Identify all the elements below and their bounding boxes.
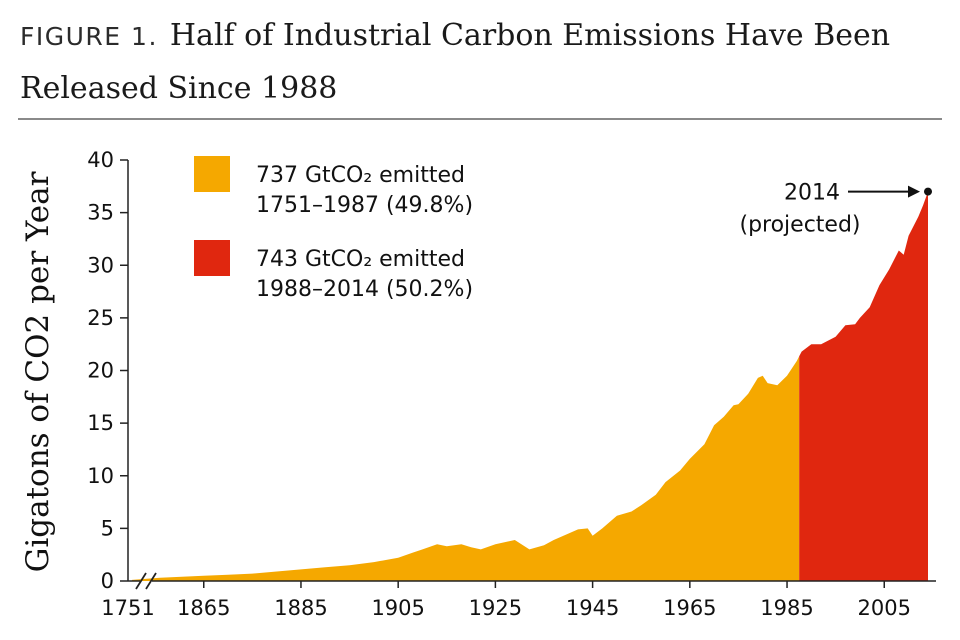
x-tick-label: 1885: [274, 596, 327, 620]
area-series-2: [799, 191, 928, 581]
title-divider: [18, 118, 942, 120]
y-ticks-group: 0 5 10 15 20 25 30 35 40: [87, 148, 128, 593]
area-series-group: [132, 191, 928, 581]
x-tick-label: 2005: [858, 596, 911, 620]
figure-title: Half of Industrial Carbon Emissions Have…: [20, 18, 891, 106]
annotation-year: 2014: [784, 181, 840, 206]
y-tick-label: 15: [87, 411, 114, 435]
y-axis-label-group: Gigatons of CO2 per Year: [20, 171, 56, 572]
x-tick-label: 1985: [760, 596, 813, 620]
area-series-1: [132, 356, 800, 581]
y-tick-label: 5: [101, 516, 114, 540]
x-tick-label: 1865: [177, 596, 230, 620]
y-tick-label: 40: [87, 148, 114, 172]
legend-swatch: [194, 156, 230, 192]
y-tick-label: 25: [87, 306, 114, 330]
y-tick-label: 35: [87, 201, 114, 225]
y-axis-label: Gigatons of CO2 per Year: [20, 171, 56, 572]
legend-label: 737 GtCO₂ emitted 1751–1987 (49.8%): [256, 163, 473, 218]
y-tick-label: 0: [101, 569, 114, 593]
annotation-dot: [924, 187, 932, 196]
y-tick-label: 10: [87, 464, 114, 488]
annotation-note: (projected): [739, 213, 860, 238]
x-tick-label: 1925: [469, 596, 522, 620]
x-tick-label: 1751: [101, 596, 154, 620]
annotation-arrow-head: [908, 185, 920, 198]
y-tick-label: 30: [87, 253, 114, 277]
y-tick-label: 20: [87, 359, 114, 383]
x-tick-label: 1945: [566, 596, 619, 620]
legend-swatch: [194, 240, 230, 276]
legend-label: 743 GtCO₂ emitted 1988–2014 (50.2%): [256, 247, 473, 302]
axis-break-mark-1: [135, 572, 147, 590]
x-tick-label: 1965: [663, 596, 716, 620]
x-tick-label: 1905: [371, 596, 424, 620]
figure-label: FIGURE 1.: [20, 22, 158, 51]
axis-break-mark-2: [145, 572, 157, 590]
legend: 737 GtCO₂ emitted 1751–1987 (49.8%) 743 Gt…: [194, 156, 473, 302]
x-ticks-group: 1751 1865 1885 1905 1925 1945 1965 1985 2005: [101, 581, 911, 620]
annotation-2014: 2014 (projected): [739, 181, 932, 238]
title-block: FIGURE 1. Half of Industrial Carbon Emis…: [20, 12, 940, 118]
